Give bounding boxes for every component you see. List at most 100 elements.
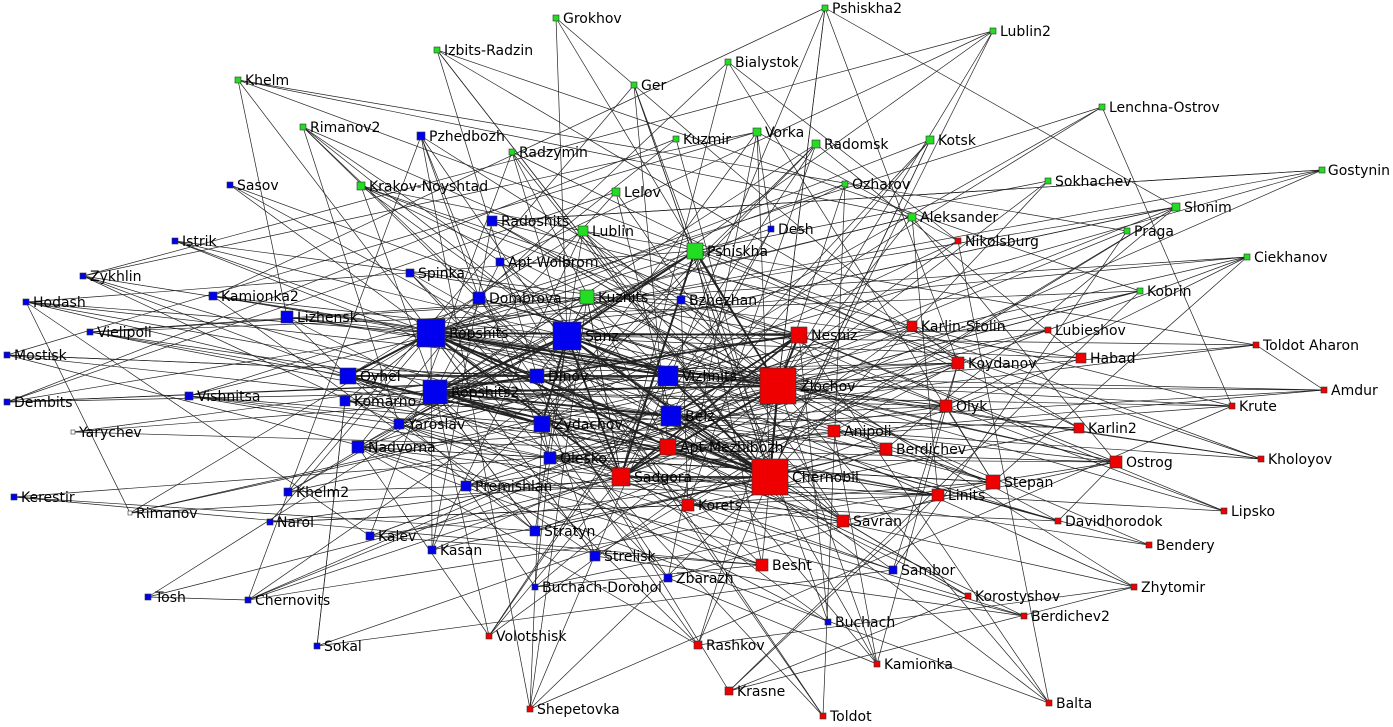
node: [433, 46, 441, 54]
node: [1228, 402, 1236, 410]
node: [672, 135, 680, 143]
edge: [420, 135, 824, 717]
node: [819, 712, 827, 720]
edge: [89, 290, 1141, 333]
edge: [687, 481, 994, 506]
node-label: Koydanov: [968, 356, 1037, 372]
node: [234, 76, 242, 84]
edge: [369, 535, 763, 566]
node: [299, 123, 307, 131]
edge: [536, 375, 596, 557]
edge: [212, 295, 432, 334]
edge: [430, 216, 913, 334]
edge: [269, 504, 689, 523]
edge: [188, 296, 588, 397]
node-label: Olyk: [956, 399, 988, 415]
edge: [478, 297, 779, 387]
edge: [347, 375, 829, 623]
edge: [885, 206, 1177, 450]
edge: [302, 126, 947, 407]
node-label: Praga: [1134, 224, 1174, 240]
edge: [824, 7, 959, 364]
node-label: Apt-Mezhibozh: [680, 440, 783, 456]
edge: [430, 256, 1248, 334]
node-label: Besht: [772, 558, 812, 574]
edge: [347, 362, 959, 377]
node: [681, 498, 695, 512]
node: [244, 596, 252, 604]
node: [543, 451, 557, 465]
edge: [360, 185, 894, 571]
node: [759, 367, 797, 405]
edge: [667, 405, 947, 448]
node: [529, 525, 541, 537]
edge: [147, 596, 249, 601]
edge: [13, 496, 763, 566]
edge: [697, 385, 779, 646]
node: [1098, 103, 1106, 111]
node: [10, 493, 18, 501]
node-label: Komarno: [354, 394, 416, 410]
edge: [269, 332, 432, 523]
node-label: Rimanov: [136, 506, 198, 522]
nodes: Grokhov Pshiskha2 Lublin2 Izbits-Radzin Bial…: [3, 1, 1390, 725]
edge: [511, 151, 568, 337]
edge: [798, 334, 829, 623]
node: [964, 592, 972, 600]
edge: [728, 586, 1135, 692]
node: [184, 391, 194, 401]
edge: [566, 335, 994, 483]
edge: [670, 415, 878, 665]
node-label: Kasan: [440, 543, 482, 559]
edge: [529, 296, 588, 710]
edge: [129, 290, 1141, 514]
edge: [420, 135, 551, 459]
edge: [769, 357, 1082, 478]
node: [985, 474, 1001, 490]
node-label: Stratyn: [544, 524, 595, 540]
node-label: Apt-Wolbrom: [508, 255, 598, 271]
node-label: Zlochov: [800, 379, 855, 395]
edge: [633, 84, 696, 252]
edge: [566, 335, 1257, 346]
node-label: Belz: [685, 409, 714, 425]
node-label: Istrik: [182, 234, 218, 250]
edge: [529, 423, 543, 710]
node-label: Toldot Aharon: [1262, 338, 1359, 354]
edge: [769, 476, 878, 665]
edge: [357, 446, 622, 478]
node-label: Kerestir: [21, 490, 75, 506]
node-label: Radzymin: [519, 145, 588, 161]
edge: [316, 400, 346, 647]
edge: [420, 135, 480, 299]
edge: [777, 290, 1141, 387]
edge: [82, 131, 758, 277]
edge: [465, 206, 1177, 487]
edge: [357, 389, 1325, 448]
edge: [89, 331, 939, 496]
node-label: Berdichev: [896, 442, 966, 458]
node-label: Zbarazh: [676, 571, 734, 587]
edge: [360, 185, 779, 387]
node-label: Bialystok: [735, 55, 800, 71]
edge: [549, 335, 568, 459]
edge: [620, 334, 800, 478]
edge: [229, 184, 829, 623]
node-label: Savran: [853, 514, 902, 530]
node-label: Karlin2: [1088, 421, 1137, 437]
node: [3, 398, 11, 406]
node: [790, 326, 808, 344]
edge: [566, 335, 1050, 704]
node-label: Aleksander: [920, 210, 998, 226]
edge: [147, 250, 696, 598]
edge: [430, 332, 800, 336]
edge: [582, 230, 1262, 460]
edge: [6, 138, 677, 403]
edge: [465, 485, 536, 588]
edge: [769, 476, 969, 597]
edge: [566, 250, 696, 337]
node-label: Izbits-Radzin: [444, 43, 533, 59]
node: [339, 367, 357, 385]
node: [171, 237, 179, 245]
